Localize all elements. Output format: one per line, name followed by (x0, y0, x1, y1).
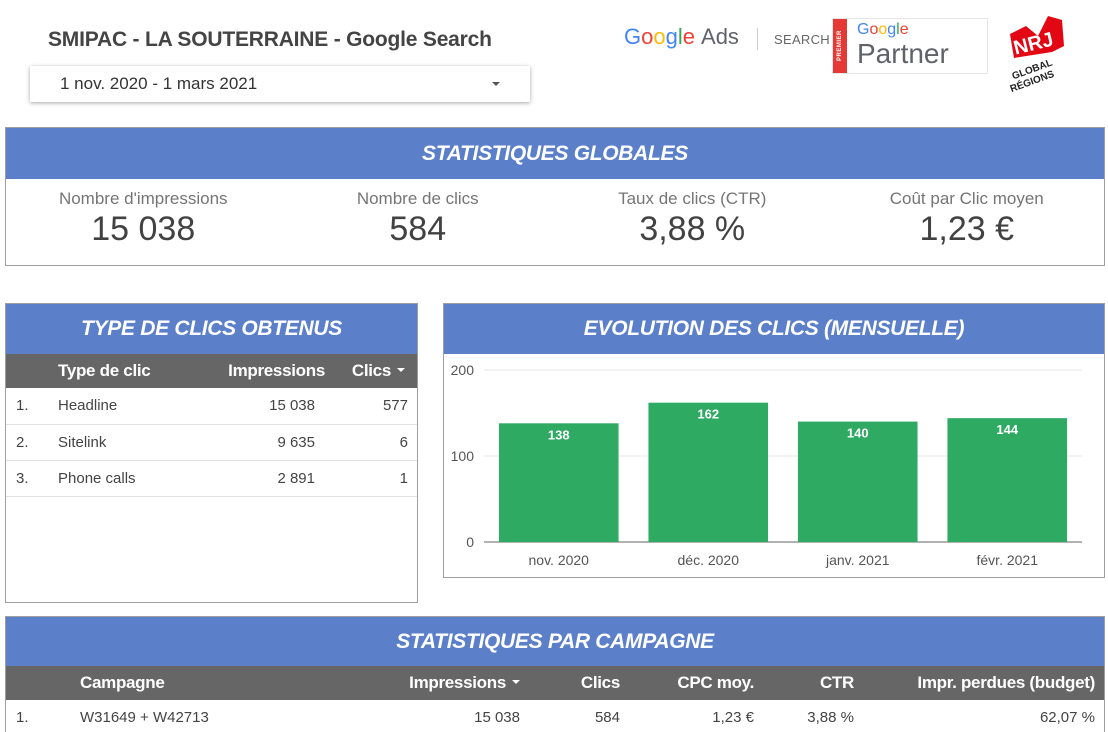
row-index: 1. (16, 708, 29, 726)
table-row[interactable]: 1. W31649 + W42713 15 038 584 1,23 € 3,8… (6, 700, 1104, 732)
click-types-panel: TYPE DE CLICS OBTENUS Type de clic Impre… (5, 303, 418, 603)
cell-impressions: 9 635 (181, 424, 331, 461)
x-tick-label: févr. 2021 (977, 552, 1039, 568)
sort-desc-icon (397, 368, 405, 373)
column-header-clics[interactable]: Clics (580, 673, 620, 692)
cell-impressions: 15 038 (181, 388, 331, 425)
bar (797, 421, 918, 542)
bar (648, 402, 769, 542)
cell-type: Headline (58, 388, 181, 425)
column-header-impressions[interactable]: Impressions (360, 666, 520, 700)
data-label: 140 (847, 426, 869, 441)
logo-divider (757, 28, 758, 50)
campaign-stats-header: STATISTIQUES PAR CAMPAGNE (6, 617, 1104, 666)
cell-impressions: 15 038 (474, 708, 520, 726)
kpi-cpc: Coût par Clic moyen 1,23 € (830, 179, 1105, 265)
clicks-evolution-panel: EVOLUTION DES CLICS (MENSUELLE) 0 100 200 1… (443, 303, 1105, 578)
bar (947, 418, 1068, 542)
column-header-lost-budget[interactable]: Impr. perdues (budget) (917, 673, 1095, 692)
data-label: 162 (697, 407, 719, 422)
clicks-bar-chart: 0 100 200 138 nov. 2020 162 déc. 2020 140 janv. … (451, 362, 1082, 568)
kpi-clicks: Nombre de clics 584 (281, 179, 556, 265)
column-header-impressions[interactable]: Impressions (228, 361, 325, 380)
google-partner-badge: PREMIER Google Partner (832, 18, 988, 74)
cell-clics: 584 (594, 708, 620, 726)
partner-word: Partner (857, 38, 949, 69)
data-label: 144 (996, 422, 1018, 437)
campaign-stats-panel: STATISTIQUES PAR CAMPAGNE Campagne Impre… (5, 616, 1105, 732)
click-types-header: TYPE DE CLICS OBTENUS (6, 304, 417, 354)
x-tick-label: nov. 2020 (529, 552, 590, 568)
kpi-value: 3,88 % (639, 210, 746, 248)
kpi-label: Nombre de clics (356, 189, 479, 208)
cell-type: Phone calls (58, 460, 181, 497)
y-tick-label: 0 (466, 534, 474, 550)
row-index: 2. (6, 424, 58, 461)
column-header-ctr[interactable]: CTR (819, 673, 854, 692)
x-tick-label: janv. 2021 (825, 552, 890, 568)
kpi-label: Nombre d'impressions (58, 189, 228, 208)
kpi-value: 1,23 € (919, 210, 1015, 248)
clicks-evolution-header: EVOLUTION DES CLICS (MENSUELLE) (444, 304, 1104, 354)
nrj-global-regions-logo-icon: NRJ GLOBAL RÉGIONS (1008, 16, 1064, 92)
campaign-table: Campagne Impressions Clics CPC moy. CTR … (6, 666, 1104, 732)
premier-ribbon: PREMIER (833, 19, 847, 73)
report-title: SMIPAC - LA SOUTERRAINE - Google Search (48, 28, 492, 51)
google-ads-wordmark-icon: Google (624, 24, 696, 49)
table-row[interactable]: 3. Phone calls 2 891 1 (6, 460, 417, 497)
cell-lost-budget: 62,07 % (1039, 708, 1095, 726)
kpi-impressions: Nombre d'impressions 15 038 (6, 179, 281, 265)
partner-google-wordmark-icon: Google (857, 21, 909, 38)
kpi-label: Taux de clics (CTR) (618, 189, 767, 208)
kpi-value: 584 (389, 210, 447, 248)
y-tick-label: 100 (451, 448, 475, 464)
column-header-campagne[interactable]: Campagne (80, 673, 165, 692)
global-stats-panel: STATISTIQUES GLOBALES Nombre d'impressio… (5, 127, 1105, 266)
row-index: 3. (6, 460, 58, 497)
table-row[interactable]: 2. Sitelink 9 635 6 (6, 424, 417, 461)
dropdown-arrow-icon (492, 82, 500, 86)
x-tick-label: déc. 2020 (678, 552, 740, 568)
google-ads-logo: Google Ads (624, 24, 739, 49)
kpi-ctr: Taux de clics (CTR) 3,88 % (555, 179, 830, 265)
date-range-value: 1 nov. 2020 - 1 mars 2021 (60, 74, 258, 93)
cell-clics: 1 (331, 460, 417, 497)
global-stats-header: STATISTIQUES GLOBALES (6, 128, 1104, 179)
cell-clics: 6 (331, 424, 417, 461)
kpi-value: 15 038 (91, 210, 196, 248)
table-row[interactable]: 1. Headline 15 038 577 (6, 388, 417, 425)
date-range-picker[interactable]: 1 nov. 2020 - 1 mars 2021 (30, 66, 530, 102)
row-index: 1. (6, 388, 58, 425)
data-label: 138 (548, 427, 570, 442)
cell-impressions: 2 891 (181, 460, 331, 497)
column-header-cpc[interactable]: CPC moy. (677, 673, 754, 692)
column-header-type[interactable]: Type de clic (58, 361, 151, 380)
y-tick-label: 200 (451, 362, 475, 378)
sort-desc-icon (512, 680, 520, 685)
column-header-clics[interactable]: Clics (331, 354, 417, 388)
kpi-label: Coût par Clic moyen (889, 189, 1044, 208)
cell-clics: 577 (331, 388, 417, 425)
cell-cpc: 1,23 € (712, 708, 754, 726)
click-types-table: Type de clic Impressions Clics 1. Headli… (6, 354, 417, 497)
bar (498, 423, 619, 542)
search-label: SEARCH (774, 32, 830, 47)
cell-type: Sitelink (58, 424, 181, 461)
cell-campaign: W31649 + W42713 (80, 708, 209, 726)
cell-ctr: 3,88 % (807, 708, 854, 726)
